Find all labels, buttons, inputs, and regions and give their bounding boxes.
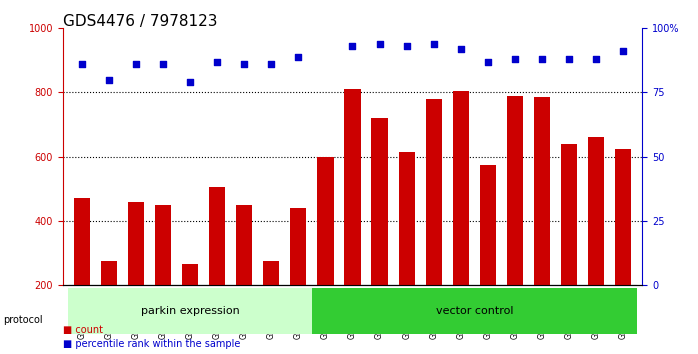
Bar [312, 287, 637, 334]
Point [103, 77, 114, 82]
Bar [399, 152, 415, 285]
Bar [507, 96, 523, 285]
Bar [344, 89, 361, 285]
Point [347, 44, 358, 49]
Bar [453, 91, 469, 285]
Text: ■ count: ■ count [63, 325, 103, 335]
Point [211, 59, 223, 64]
Bar [128, 201, 144, 285]
Bar [426, 99, 442, 285]
Point [428, 41, 439, 46]
Bar [68, 287, 312, 334]
Point [292, 54, 304, 59]
Point [482, 59, 493, 64]
Bar [209, 187, 225, 285]
Text: ■ percentile rank within the sample: ■ percentile rank within the sample [63, 339, 240, 349]
Bar [182, 264, 198, 285]
Bar [588, 137, 604, 285]
Bar [74, 198, 90, 285]
Text: vector control: vector control [436, 306, 513, 316]
Point [158, 61, 169, 67]
Point [591, 56, 602, 62]
Text: protocol: protocol [3, 315, 43, 325]
Text: parkin expression: parkin expression [141, 306, 239, 316]
Bar [534, 97, 550, 285]
Point [76, 61, 87, 67]
Bar [155, 205, 171, 285]
Bar [101, 261, 117, 285]
Point [618, 48, 629, 54]
Point [401, 44, 413, 49]
Point [510, 56, 521, 62]
Point [131, 61, 142, 67]
Bar [480, 165, 496, 285]
Point [536, 56, 547, 62]
Bar [615, 149, 631, 285]
Text: GDS4476 / 7978123: GDS4476 / 7978123 [63, 14, 217, 29]
Point [184, 79, 195, 85]
Bar [318, 156, 334, 285]
Bar [371, 118, 387, 285]
Bar [263, 261, 279, 285]
Point [374, 41, 385, 46]
Point [239, 61, 250, 67]
Bar [290, 208, 306, 285]
Bar [561, 144, 577, 285]
Point [455, 46, 466, 52]
Bar [236, 205, 252, 285]
Point [563, 56, 574, 62]
Point [266, 61, 277, 67]
